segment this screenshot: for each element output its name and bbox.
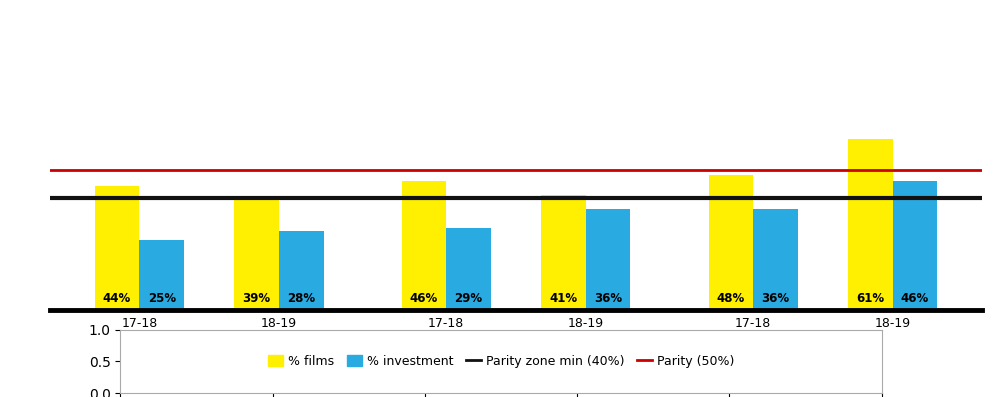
Text: 61%: 61% xyxy=(857,293,885,305)
Text: 25%: 25% xyxy=(147,293,175,305)
Bar xyxy=(541,195,586,310)
Text: 36%: 36% xyxy=(594,293,622,305)
Text: Producer: Producer xyxy=(788,339,859,353)
Text: 46%: 46% xyxy=(410,293,438,305)
Bar xyxy=(893,181,937,310)
Text: 28%: 28% xyxy=(288,293,316,305)
Legend: % films, % investment, Parity zone min (40%), Parity (50%): % films, % investment, Parity zone min (… xyxy=(263,350,739,373)
Bar xyxy=(754,209,798,310)
Bar xyxy=(586,209,630,310)
Text: 44%: 44% xyxy=(103,293,131,305)
Bar xyxy=(234,200,279,310)
Bar xyxy=(446,228,491,310)
Text: with a woman in a key role, production, 2017-18 & 2018-19: with a woman in a key role, production, … xyxy=(18,69,484,83)
Bar xyxy=(708,175,754,310)
Text: 46%: 46% xyxy=(901,293,929,305)
Text: 29%: 29% xyxy=(455,293,483,305)
Text: 36%: 36% xyxy=(762,293,790,305)
Bar xyxy=(279,231,324,310)
Bar xyxy=(139,240,184,310)
Text: 41%: 41% xyxy=(549,293,577,305)
Text: Scriptwriter: Scriptwriter xyxy=(469,339,563,353)
Text: 48%: 48% xyxy=(716,293,744,305)
Text: Director: Director xyxy=(177,339,241,353)
Bar xyxy=(848,139,893,310)
Bar xyxy=(95,186,139,310)
Text: Percentage of number and investment for films: Percentage of number and investment for … xyxy=(18,24,391,38)
Bar xyxy=(402,181,446,310)
Text: 39%: 39% xyxy=(242,293,271,305)
